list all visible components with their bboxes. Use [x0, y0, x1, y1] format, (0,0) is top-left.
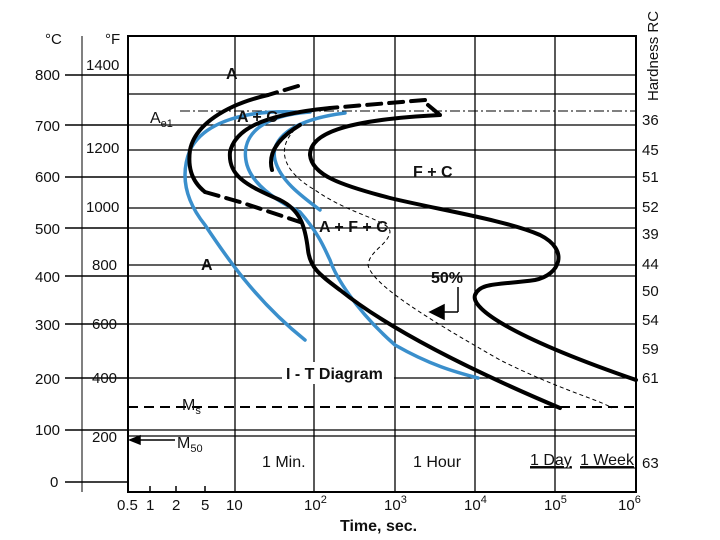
ae1-sub: e1 [161, 118, 173, 130]
hardness-tick-39: 39 [642, 226, 659, 243]
horizontal-grid [128, 74, 636, 437]
celsius-tick-300: 300 [35, 317, 60, 334]
fahrenheit-tick-400: 400 [92, 370, 117, 387]
title-backdrop [282, 362, 394, 384]
region-a-f-c: A + F + C [319, 219, 388, 236]
time-tick-10e6-base: 10 [618, 497, 635, 514]
hardness-tick-36: 36 [642, 112, 659, 129]
ms-main: M [182, 397, 195, 414]
time-tick-0-5: 0.5 [117, 497, 138, 514]
hardness-label: Hardness RC [645, 11, 662, 101]
fahrenheit-unit: °F [105, 31, 120, 48]
fahrenheit-tick-1400: 1400 [86, 57, 119, 74]
fahrenheit-tick-1200: 1200 [86, 140, 119, 157]
time-tick-1: 1 [146, 497, 154, 514]
time-tick-10: 10 [226, 497, 243, 514]
hardness-tick-63: 63 [642, 455, 659, 472]
blue-finish-curve [243, 110, 480, 380]
blue-curves [183, 110, 480, 380]
time-tick-10e3-base: 10 [384, 497, 401, 514]
hardness-tick-61: 61 [642, 370, 659, 387]
time-tick-5: 5 [201, 497, 209, 514]
region-f-plus-c: F + C [413, 164, 453, 181]
time-tick-2: 2 [172, 497, 180, 514]
black-ten-dashed-top [328, 98, 427, 110]
time-tick-10e3-exp: 3 [401, 494, 407, 506]
time-tick-10e5: 105 [544, 494, 567, 514]
celsius-tick-800: 800 [35, 67, 60, 84]
label-m50: M50 [177, 435, 203, 455]
region-fifty-percent: 50% [431, 270, 463, 287]
hardness-tick-51: 51 [642, 169, 659, 186]
celsius-unit: °C [45, 31, 62, 48]
hardness-tick-50: 50 [642, 283, 659, 300]
marker-1-hour: 1 Hour [413, 454, 462, 471]
label-ms: Ms [182, 397, 201, 417]
fahrenheit-tick-800: 800 [92, 257, 117, 274]
time-tick-10e3: 103 [384, 494, 407, 514]
hardness-tick-44: 44 [642, 256, 659, 273]
plot-frame [127, 35, 637, 493]
ae1-main: A [150, 110, 161, 127]
black-start-dashed-bottom [203, 190, 302, 224]
hardness-tick-52: 52 [642, 199, 659, 216]
hardness-tick-59: 59 [642, 341, 659, 358]
hardness-tick-45: 45 [642, 142, 659, 159]
black-ten-curve [227, 106, 562, 410]
celsius-tick-100: 100 [35, 422, 60, 439]
m50-arrow [127, 434, 175, 446]
m50-sub: 50 [190, 443, 202, 455]
time-tick-10e2: 102 [304, 494, 327, 514]
black-right-dashed-top [426, 103, 442, 117]
fahrenheit-tick-200: 200 [92, 429, 117, 446]
time-tick-10e4-exp: 4 [481, 494, 487, 506]
marker-1-day: 1 Day [530, 452, 572, 469]
celsius-tick-700: 700 [35, 118, 60, 135]
m50-main: M [177, 435, 190, 452]
black-right-curve [308, 113, 638, 382]
region-austenite-low: A [201, 257, 213, 274]
time-tick-10e5-exp: 5 [561, 494, 567, 506]
time-tick-10e5-base: 10 [544, 497, 561, 514]
time-tick-10e4: 104 [464, 494, 487, 514]
black-curves [187, 84, 638, 410]
time-tick-10e6-exp: 6 [635, 494, 641, 506]
black-upper-curve [269, 123, 302, 172]
celsius-tick-400: 400 [35, 269, 60, 286]
ms-sub: s [195, 405, 201, 417]
fahrenheit-tick-1000: 1000 [86, 199, 119, 216]
black-start-dashed-top [266, 84, 300, 97]
bottom-axis-ticks [149, 486, 206, 492]
blue-start-curve [183, 110, 307, 342]
fifty-percent-arrow [428, 287, 459, 321]
region-a-plus-c: A + C [237, 109, 278, 126]
fifty-percent-curve [283, 124, 613, 409]
celsius-tick-0: 0 [50, 474, 58, 491]
x-axis-label: Time, sec. [340, 518, 417, 535]
region-austenite-top: A [226, 66, 238, 83]
time-tick-10e2-base: 10 [304, 497, 321, 514]
time-tick-10e4-base: 10 [464, 497, 481, 514]
left-axis-ticks [65, 74, 128, 483]
marker-1-week: 1 Week [580, 452, 635, 469]
black-start-curve [187, 93, 270, 194]
diagram-title: I - T Diagram [286, 366, 383, 383]
time-tick-10e2-exp: 2 [321, 494, 327, 506]
time-tick-10e6: 106 [618, 494, 641, 514]
marker-1-min: 1 Min. [262, 454, 306, 471]
celsius-tick-500: 500 [35, 221, 60, 238]
blue-upper-curve [272, 111, 347, 212]
region-ae1: Ae1 [150, 110, 173, 130]
fahrenheit-tick-600: 600 [92, 316, 117, 333]
celsius-tick-200: 200 [35, 371, 60, 388]
hardness-tick-54: 54 [642, 312, 659, 329]
vertical-grid [234, 36, 556, 492]
celsius-tick-600: 600 [35, 169, 60, 186]
